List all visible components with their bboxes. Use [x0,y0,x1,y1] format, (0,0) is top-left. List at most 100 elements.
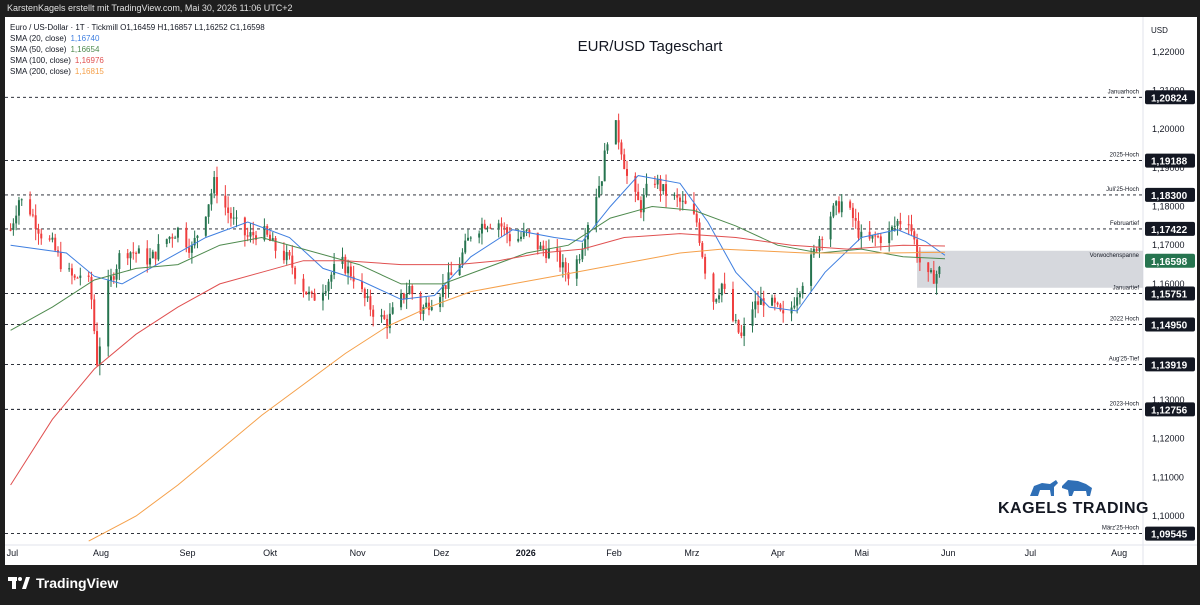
candle-body[interactable] [913,231,916,240]
candle-body[interactable] [34,215,37,229]
candle-body[interactable] [285,252,288,261]
candle-body[interactable] [268,234,271,241]
candle-body[interactable] [620,142,623,155]
candle-body[interactable] [916,239,919,259]
candle-body[interactable] [243,217,246,236]
candle-body[interactable] [559,250,562,268]
candle-body[interactable] [391,307,394,314]
candle-body[interactable] [773,297,776,303]
candle-body[interactable] [450,272,453,276]
candle-body[interactable] [503,226,506,228]
candle-body[interactable] [347,266,350,274]
candle-body[interactable] [545,249,548,259]
candle-body[interactable] [9,229,12,231]
candle-body[interactable] [361,281,364,290]
candle-body[interactable] [930,270,933,273]
candle-body[interactable] [796,297,799,306]
candle-body[interactable] [135,252,138,254]
candle-body[interactable] [854,217,857,221]
price-tag[interactable] [1145,90,1195,105]
candle-body[interactable] [12,223,15,230]
candle-body[interactable] [400,293,403,308]
candle-body[interactable] [174,237,177,239]
price-tag[interactable] [1145,526,1195,541]
candle-body[interactable] [542,245,545,250]
candle-body[interactable] [637,191,640,201]
candle-body[interactable] [832,205,835,217]
candle-body[interactable] [771,297,774,306]
candle-body[interactable] [625,169,628,176]
candle-body[interactable] [665,184,668,196]
candle-body[interactable] [352,276,355,282]
candle-body[interactable] [305,291,308,295]
candle-body[interactable] [294,267,297,279]
candle-body[interactable] [252,232,255,236]
candle-body[interactable] [818,239,821,252]
candle-body[interactable] [98,346,101,366]
candle-body[interactable] [227,207,230,213]
candle-body[interactable] [229,212,232,219]
candle-body[interactable] [893,225,896,227]
candle-body[interactable] [469,237,472,239]
candle-body[interactable] [405,294,408,300]
candle-body[interactable] [810,254,813,286]
candle-body[interactable] [734,320,737,322]
candle-body[interactable] [188,247,191,253]
candle-body[interactable] [168,236,171,240]
candle-body[interactable] [720,283,723,296]
candle-body[interactable] [171,236,174,239]
candle-body[interactable] [308,291,311,295]
candle-body[interactable] [673,194,676,196]
candle-body[interactable] [539,245,542,250]
candle-body[interactable] [681,200,684,202]
candle-body[interactable] [598,185,601,198]
candle-body[interactable] [517,238,520,242]
candle-body[interactable] [857,220,860,238]
candle-body[interactable] [506,227,509,235]
candle-body[interactable] [363,289,366,299]
candle-body[interactable] [246,235,249,237]
candle-body[interactable] [754,301,757,310]
candle-body[interactable] [93,299,96,332]
candle-body[interactable] [40,233,43,239]
candle-body[interactable] [107,280,110,347]
candle-body[interactable] [508,234,511,242]
candle-body[interactable] [15,215,18,224]
candle-body[interactable] [536,232,539,250]
candle-body[interactable] [653,183,656,185]
candle-body[interactable] [386,318,389,329]
candle-body[interactable] [344,256,347,274]
candle-body[interactable] [483,223,486,229]
candle-body[interactable] [422,307,425,314]
candle-body[interactable] [54,237,57,251]
candle-body[interactable] [489,227,492,229]
candle-body[interactable] [614,120,617,145]
candle-body[interactable] [310,291,313,294]
candle-body[interactable] [723,283,726,289]
candle-body[interactable] [176,227,179,238]
candle-body[interactable] [888,230,891,244]
candle-body[interactable] [263,226,266,240]
candle-body[interactable] [731,288,734,321]
price-tag[interactable] [1145,253,1195,268]
candle-body[interactable] [146,248,149,265]
candle-body[interactable] [444,285,447,290]
candle-body[interactable] [645,183,648,195]
candle-body[interactable] [578,259,581,261]
candle-body[interactable] [600,181,603,186]
candle-body[interactable] [76,277,79,279]
candle-body[interactable] [137,248,140,254]
candle-body[interactable] [910,224,913,232]
candle-body[interactable] [840,201,843,213]
candle-body[interactable] [29,199,32,215]
price-tag[interactable] [1145,317,1195,332]
tradingview-footer[interactable]: TradingView [8,575,118,591]
candle-body[interactable] [561,262,564,268]
price-tag[interactable] [1145,187,1195,202]
candle-body[interactable] [430,307,433,311]
candle-body[interactable] [411,286,414,295]
sma-50-row[interactable]: SMA (50, close) 1,16654 [10,44,265,55]
candle-body[interactable] [698,222,701,243]
candle-body[interactable] [118,253,121,269]
